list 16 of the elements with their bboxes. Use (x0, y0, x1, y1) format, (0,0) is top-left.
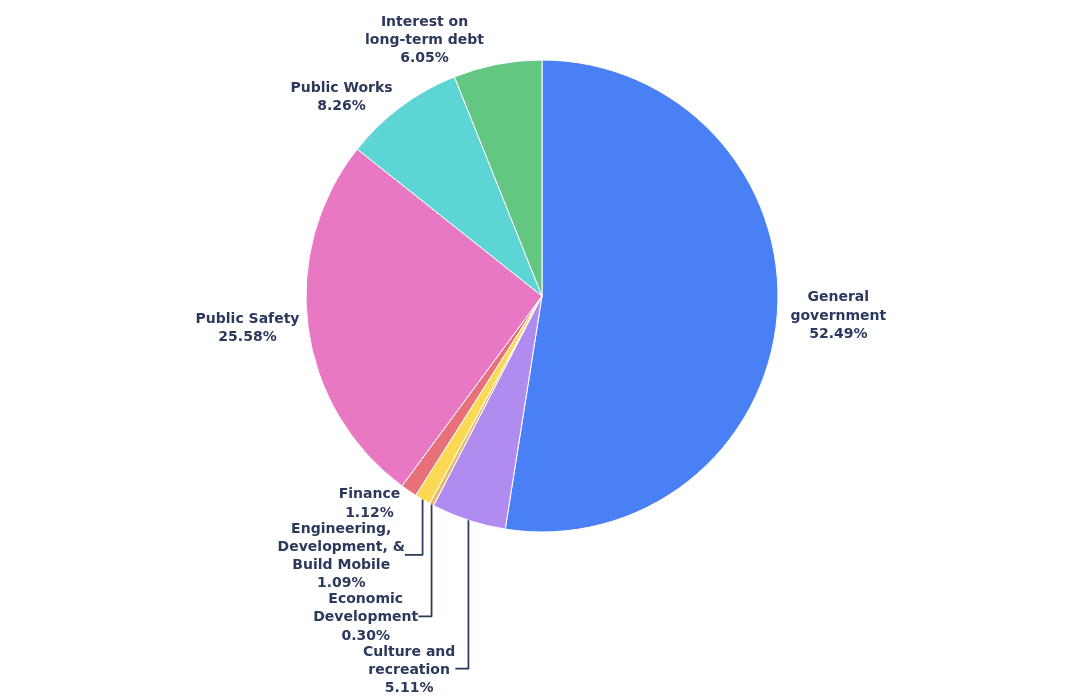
data-label: 1.12% (345, 503, 394, 520)
slice-label: General government (790, 288, 887, 323)
slice-label: Economic Development (313, 590, 419, 625)
slice-label: Engineering, Development, & Build Mobile (277, 519, 405, 572)
data-label: 1.09% (316, 574, 366, 591)
data-label: 6.05% (400, 49, 449, 66)
slice-label: Public Safety (195, 310, 300, 327)
data-label: 8.26% (317, 96, 366, 113)
data-label: 5.11% (384, 678, 434, 695)
slice-label: Finance (338, 485, 401, 502)
data-label: 25.58% (218, 328, 277, 345)
data-label: 52.49% (809, 324, 868, 341)
slice-label: Interest on long-term debt (365, 12, 485, 47)
data-label: 0.30% (341, 626, 390, 643)
slice-label: Culture and recreation (362, 642, 456, 677)
slice-label: Public Works (290, 78, 393, 95)
